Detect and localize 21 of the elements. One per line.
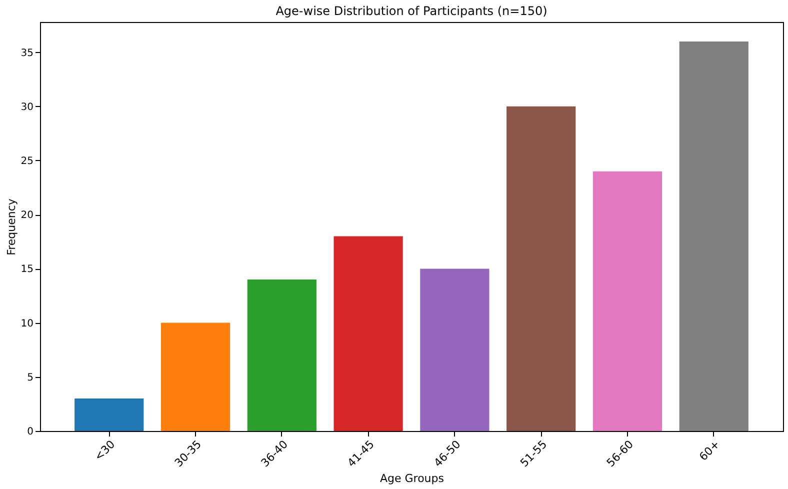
x-axis-title: Age Groups (380, 472, 444, 485)
y-tick-label: 5 (27, 372, 34, 384)
y-tick-label: 35 (20, 48, 34, 59)
chart-title: Age-wise Distribution of Participants (n=150) (276, 4, 548, 18)
y-tick-label: 15 (20, 264, 34, 276)
x-tick-label: <30 (92, 438, 118, 464)
bar (247, 280, 316, 431)
y-tick-label: 30 (20, 102, 34, 113)
y-tick-label: 20 (20, 210, 34, 222)
bar (592, 171, 662, 431)
bar (334, 236, 403, 431)
y-axis-title: Frequency (4, 198, 18, 256)
y-tick-label: 10 (20, 318, 34, 330)
bar (420, 268, 490, 431)
bar (506, 106, 576, 431)
x-tick-label: 60+ (696, 438, 722, 464)
bar (160, 322, 230, 431)
bar (679, 41, 748, 431)
y-tick-label: 0 (27, 426, 34, 438)
y-tick-label: 25 (20, 156, 34, 167)
bar (74, 398, 144, 431)
